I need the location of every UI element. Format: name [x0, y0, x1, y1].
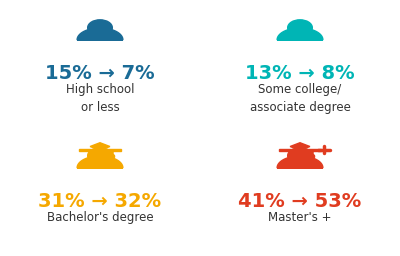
Polygon shape — [290, 151, 310, 153]
Polygon shape — [90, 151, 110, 153]
Circle shape — [88, 148, 112, 164]
Text: High school
or less: High school or less — [66, 83, 134, 114]
Polygon shape — [277, 28, 323, 40]
Text: Bachelor's degree: Bachelor's degree — [47, 211, 153, 224]
Text: 41% → 53%: 41% → 53% — [238, 192, 362, 211]
Bar — [79, 149, 121, 151]
Text: Some college/
associate degree: Some college/ associate degree — [250, 83, 350, 114]
Circle shape — [288, 148, 312, 164]
Polygon shape — [277, 156, 323, 168]
Polygon shape — [90, 143, 110, 150]
Circle shape — [288, 20, 312, 36]
Text: 31% → 32%: 31% → 32% — [38, 192, 162, 211]
Text: 15% → 7%: 15% → 7% — [45, 64, 155, 83]
Text: 13% → 8%: 13% → 8% — [245, 64, 355, 83]
Polygon shape — [77, 156, 123, 168]
Polygon shape — [77, 28, 123, 40]
Bar — [279, 149, 321, 151]
Polygon shape — [290, 143, 310, 150]
Text: Master's +: Master's + — [268, 211, 332, 224]
Circle shape — [88, 20, 112, 36]
